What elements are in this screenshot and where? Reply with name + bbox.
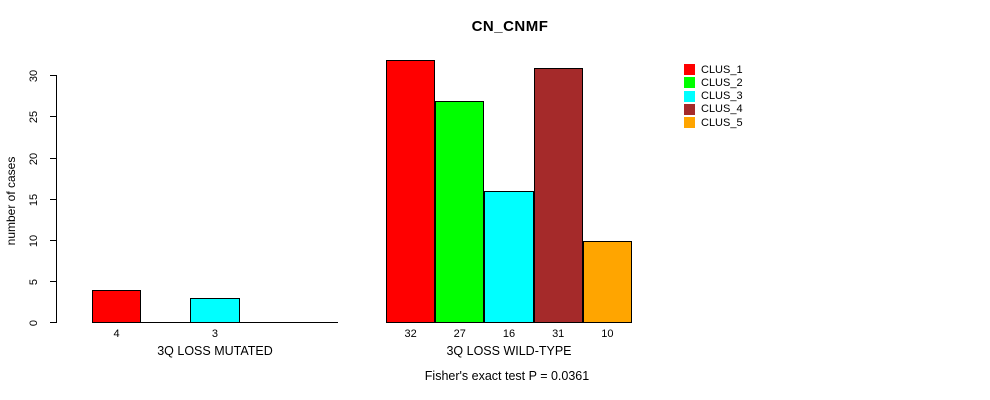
legend-label-clus_2: CLUS_2	[701, 76, 743, 89]
legend-label-clus_4: CLUS_4	[701, 103, 743, 116]
bar-value-label: 27	[453, 328, 466, 340]
bar-clus_4-group-1	[533, 68, 583, 323]
legend-label-clus_5: CLUS_5	[701, 116, 743, 129]
bar-value-label: 31	[552, 328, 565, 340]
x-group-label-0: 3Q LOSS MUTATED	[157, 344, 273, 358]
bar-clus_2-group-1	[435, 101, 485, 323]
y-tick-mark	[50, 75, 57, 76]
y-tick-mark	[50, 158, 57, 159]
bar-clus_3-group-1	[484, 191, 534, 323]
bar-value-label: 4	[113, 328, 120, 340]
bar-clus_1-group-0	[92, 290, 142, 323]
bar-value-label: 3	[211, 328, 219, 340]
bar-value-label: 32	[404, 328, 417, 340]
bar-clus_5-group-1	[582, 241, 632, 323]
legend-swatch-clus_5	[684, 117, 695, 129]
y-tick-mark	[50, 116, 57, 117]
y-tick-mark	[50, 199, 57, 200]
footer-note: Fisher's exact test P = 0.0361	[424, 369, 590, 383]
x-group-label-1: 3Q LOSS WILD-TYPE	[446, 344, 572, 358]
legend-swatch-clus_2	[684, 77, 695, 89]
legend-swatch-clus_1	[684, 64, 695, 75]
y-tick-mark	[50, 281, 57, 282]
legend-swatch-clus_4	[684, 103, 695, 115]
bar-value-label: 10	[601, 328, 614, 340]
chart-title: CN_CNMF	[471, 18, 549, 35]
bar-clus_3-group-0	[190, 298, 240, 323]
legend-label-clus_1: CLUS_1	[701, 63, 743, 76]
bar-clus_4-group-0-zero	[239, 322, 289, 323]
bar-clus_1-group-1	[386, 60, 436, 323]
legend-label-clus_3: CLUS_3	[701, 90, 743, 103]
bar-clus_5-group-0-zero	[288, 322, 338, 323]
bar-clus_2-group-0-zero	[141, 322, 191, 323]
y-tick-mark	[50, 322, 57, 323]
legend-swatch-clus_3	[684, 90, 695, 102]
bar-value-label: 16	[502, 328, 516, 340]
y-tick-mark	[50, 240, 57, 241]
